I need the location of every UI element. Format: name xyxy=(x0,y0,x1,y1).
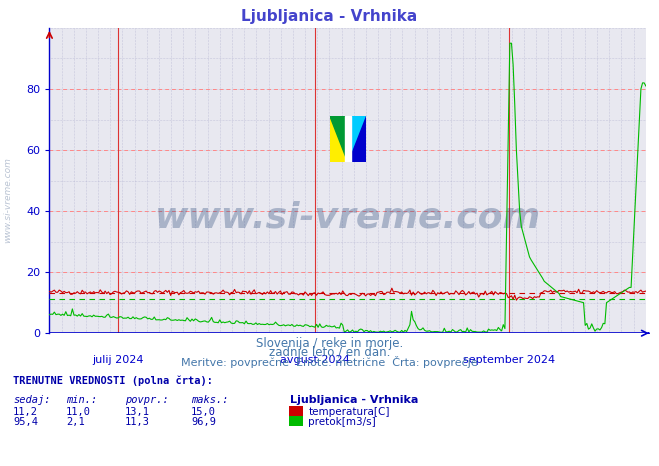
Text: Slovenija / reke in morje.: Slovenija / reke in morje. xyxy=(256,337,403,350)
Text: avgust 2024: avgust 2024 xyxy=(280,355,350,364)
Text: www.si-vreme.com: www.si-vreme.com xyxy=(155,200,540,234)
Text: 11,3: 11,3 xyxy=(125,417,150,427)
Text: maks.:: maks.: xyxy=(191,395,229,405)
Text: Meritve: povprečne  Enote: metrične  Črta: povprečje: Meritve: povprečne Enote: metrične Črta:… xyxy=(181,356,478,368)
Bar xyxy=(348,116,366,162)
Text: september 2024: september 2024 xyxy=(463,355,555,364)
Text: 13,1: 13,1 xyxy=(125,407,150,417)
Polygon shape xyxy=(330,116,348,162)
Text: 15,0: 15,0 xyxy=(191,407,216,417)
Text: 11,2: 11,2 xyxy=(13,407,38,417)
Text: Ljubljanica - Vrhnika: Ljubljanica - Vrhnika xyxy=(290,395,418,405)
Text: TRENUTNE VREDNOSTI (polna črta):: TRENUTNE VREDNOSTI (polna črta): xyxy=(13,376,213,386)
Text: 2,1: 2,1 xyxy=(66,417,84,427)
Text: pretok[m3/s]: pretok[m3/s] xyxy=(308,417,376,427)
Text: zadnje leto / en dan.: zadnje leto / en dan. xyxy=(269,347,390,359)
Text: povpr.:: povpr.: xyxy=(125,395,169,405)
Text: julij 2024: julij 2024 xyxy=(92,355,144,364)
Text: 95,4: 95,4 xyxy=(13,417,38,427)
Polygon shape xyxy=(345,116,351,162)
Polygon shape xyxy=(348,116,366,162)
Bar xyxy=(330,116,348,162)
Text: sedaj:: sedaj: xyxy=(13,395,51,405)
Text: 11,0: 11,0 xyxy=(66,407,91,417)
Text: Ljubljanica - Vrhnika: Ljubljanica - Vrhnika xyxy=(241,9,418,24)
Text: min.:: min.: xyxy=(66,395,97,405)
Text: temperatura[C]: temperatura[C] xyxy=(308,407,390,417)
Text: 96,9: 96,9 xyxy=(191,417,216,427)
Text: www.si-vreme.com: www.si-vreme.com xyxy=(3,158,13,243)
